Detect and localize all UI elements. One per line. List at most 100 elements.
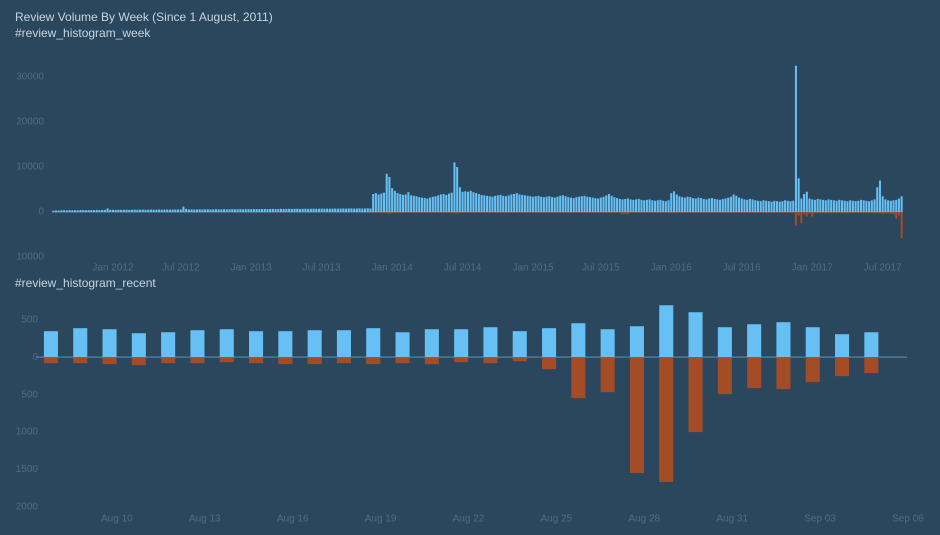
bar xyxy=(659,212,662,213)
bar xyxy=(618,212,621,213)
bar xyxy=(851,200,854,212)
bar xyxy=(868,212,871,214)
bar xyxy=(586,196,589,212)
bar xyxy=(388,176,391,212)
bar xyxy=(597,198,600,212)
x-tick-label: Jan 2015 xyxy=(512,263,554,274)
bar xyxy=(101,209,104,212)
bar xyxy=(450,212,453,213)
bar xyxy=(803,194,806,212)
bar xyxy=(797,212,800,216)
bar xyxy=(600,329,615,358)
bar xyxy=(339,208,342,212)
bar xyxy=(307,330,322,358)
bar xyxy=(571,357,586,399)
bar xyxy=(190,357,205,364)
bar xyxy=(158,209,161,212)
bar xyxy=(767,201,770,212)
bar xyxy=(249,331,264,358)
bar xyxy=(681,212,684,213)
bar xyxy=(729,212,732,213)
bar xyxy=(410,195,413,212)
bar xyxy=(507,212,510,213)
bar xyxy=(477,194,480,212)
bar xyxy=(778,201,781,212)
bar xyxy=(613,212,616,213)
bar xyxy=(190,209,193,212)
bar xyxy=(461,212,464,213)
bar xyxy=(499,212,502,213)
bar xyxy=(545,212,548,213)
bar xyxy=(700,212,703,213)
bar xyxy=(361,208,364,212)
bar xyxy=(767,212,770,213)
bar xyxy=(870,200,873,212)
bar xyxy=(689,212,692,213)
bar xyxy=(545,196,548,212)
bar xyxy=(334,208,337,212)
bar xyxy=(177,209,180,212)
bar xyxy=(534,196,537,212)
bar xyxy=(395,357,410,364)
bar xyxy=(472,192,475,212)
bar xyxy=(385,212,388,214)
bar xyxy=(328,208,331,212)
bar xyxy=(84,210,87,212)
bar xyxy=(307,357,322,365)
bar xyxy=(472,212,475,213)
bar xyxy=(171,209,174,212)
bar xyxy=(843,200,846,212)
bar xyxy=(152,209,155,212)
bar xyxy=(797,178,800,212)
bar xyxy=(770,212,773,213)
bar xyxy=(395,332,410,358)
bar xyxy=(773,212,776,213)
bar xyxy=(559,212,562,213)
bar xyxy=(792,212,795,213)
bar xyxy=(784,200,787,212)
bar xyxy=(868,201,871,212)
bar xyxy=(491,196,494,212)
bar xyxy=(512,357,527,362)
bar xyxy=(60,210,63,212)
bar xyxy=(645,199,648,212)
bar xyxy=(252,209,255,212)
bar xyxy=(374,193,377,212)
bar xyxy=(475,193,478,212)
bar xyxy=(732,194,735,212)
bar xyxy=(277,208,280,212)
bar xyxy=(667,200,670,212)
bar xyxy=(288,208,291,212)
bar xyxy=(92,210,96,212)
bar xyxy=(789,212,792,213)
bar xyxy=(220,209,223,212)
bar xyxy=(865,212,868,214)
bar xyxy=(832,212,835,214)
bar xyxy=(781,201,784,212)
bar xyxy=(605,212,608,213)
bar xyxy=(551,212,554,213)
bar xyxy=(719,212,722,213)
bar xyxy=(125,209,128,212)
bar xyxy=(667,212,670,213)
bar xyxy=(456,212,459,214)
bar xyxy=(599,212,602,213)
bar xyxy=(366,208,369,212)
bar xyxy=(336,330,351,358)
bar xyxy=(429,212,432,213)
bar xyxy=(862,212,865,214)
bar xyxy=(849,212,852,214)
bar xyxy=(385,173,388,212)
bar xyxy=(841,200,844,212)
bar xyxy=(816,198,819,212)
bar xyxy=(705,199,708,212)
bar xyxy=(429,197,432,212)
bar xyxy=(290,208,293,212)
bar xyxy=(244,209,247,212)
bar xyxy=(637,212,640,213)
bar xyxy=(542,357,557,370)
bar xyxy=(813,212,816,214)
bar xyxy=(816,212,819,214)
bar xyxy=(889,212,892,214)
